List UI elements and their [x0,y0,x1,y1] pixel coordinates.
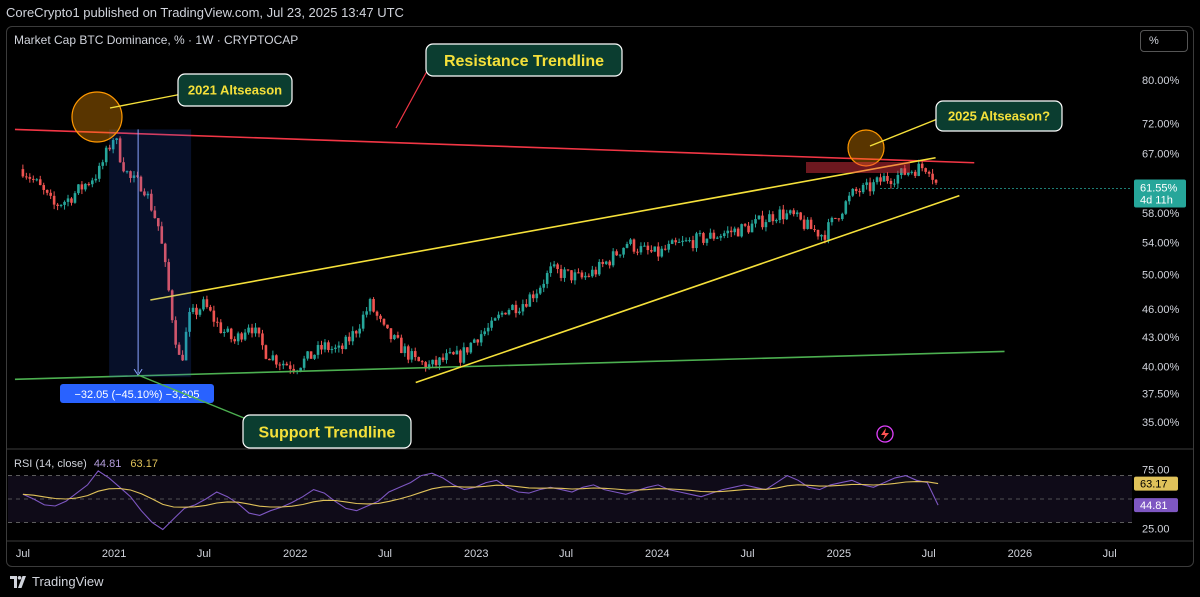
rsi-ma-text: 63.17 [130,458,158,470]
tradingview-logo-icon [10,575,26,588]
tradingview-brand[interactable]: TradingView [10,574,104,589]
publisher-header: CoreCrypto1 published on TradingView.com… [0,0,1200,26]
symbol-title: Market Cap BTC Dominance, % · 1W · CRYPT… [14,33,299,47]
rsi-value-text: 44.81 [93,458,122,470]
brand-label: TradingView [32,574,104,589]
chart-frame [6,26,1194,567]
unit-button[interactable]: % [1140,30,1188,52]
footer-bar [0,568,1200,597]
rsi-title-text: RSI (14, close) [14,458,87,470]
rsi-title: RSI (14, close) 44.81 63.17 [14,458,158,470]
